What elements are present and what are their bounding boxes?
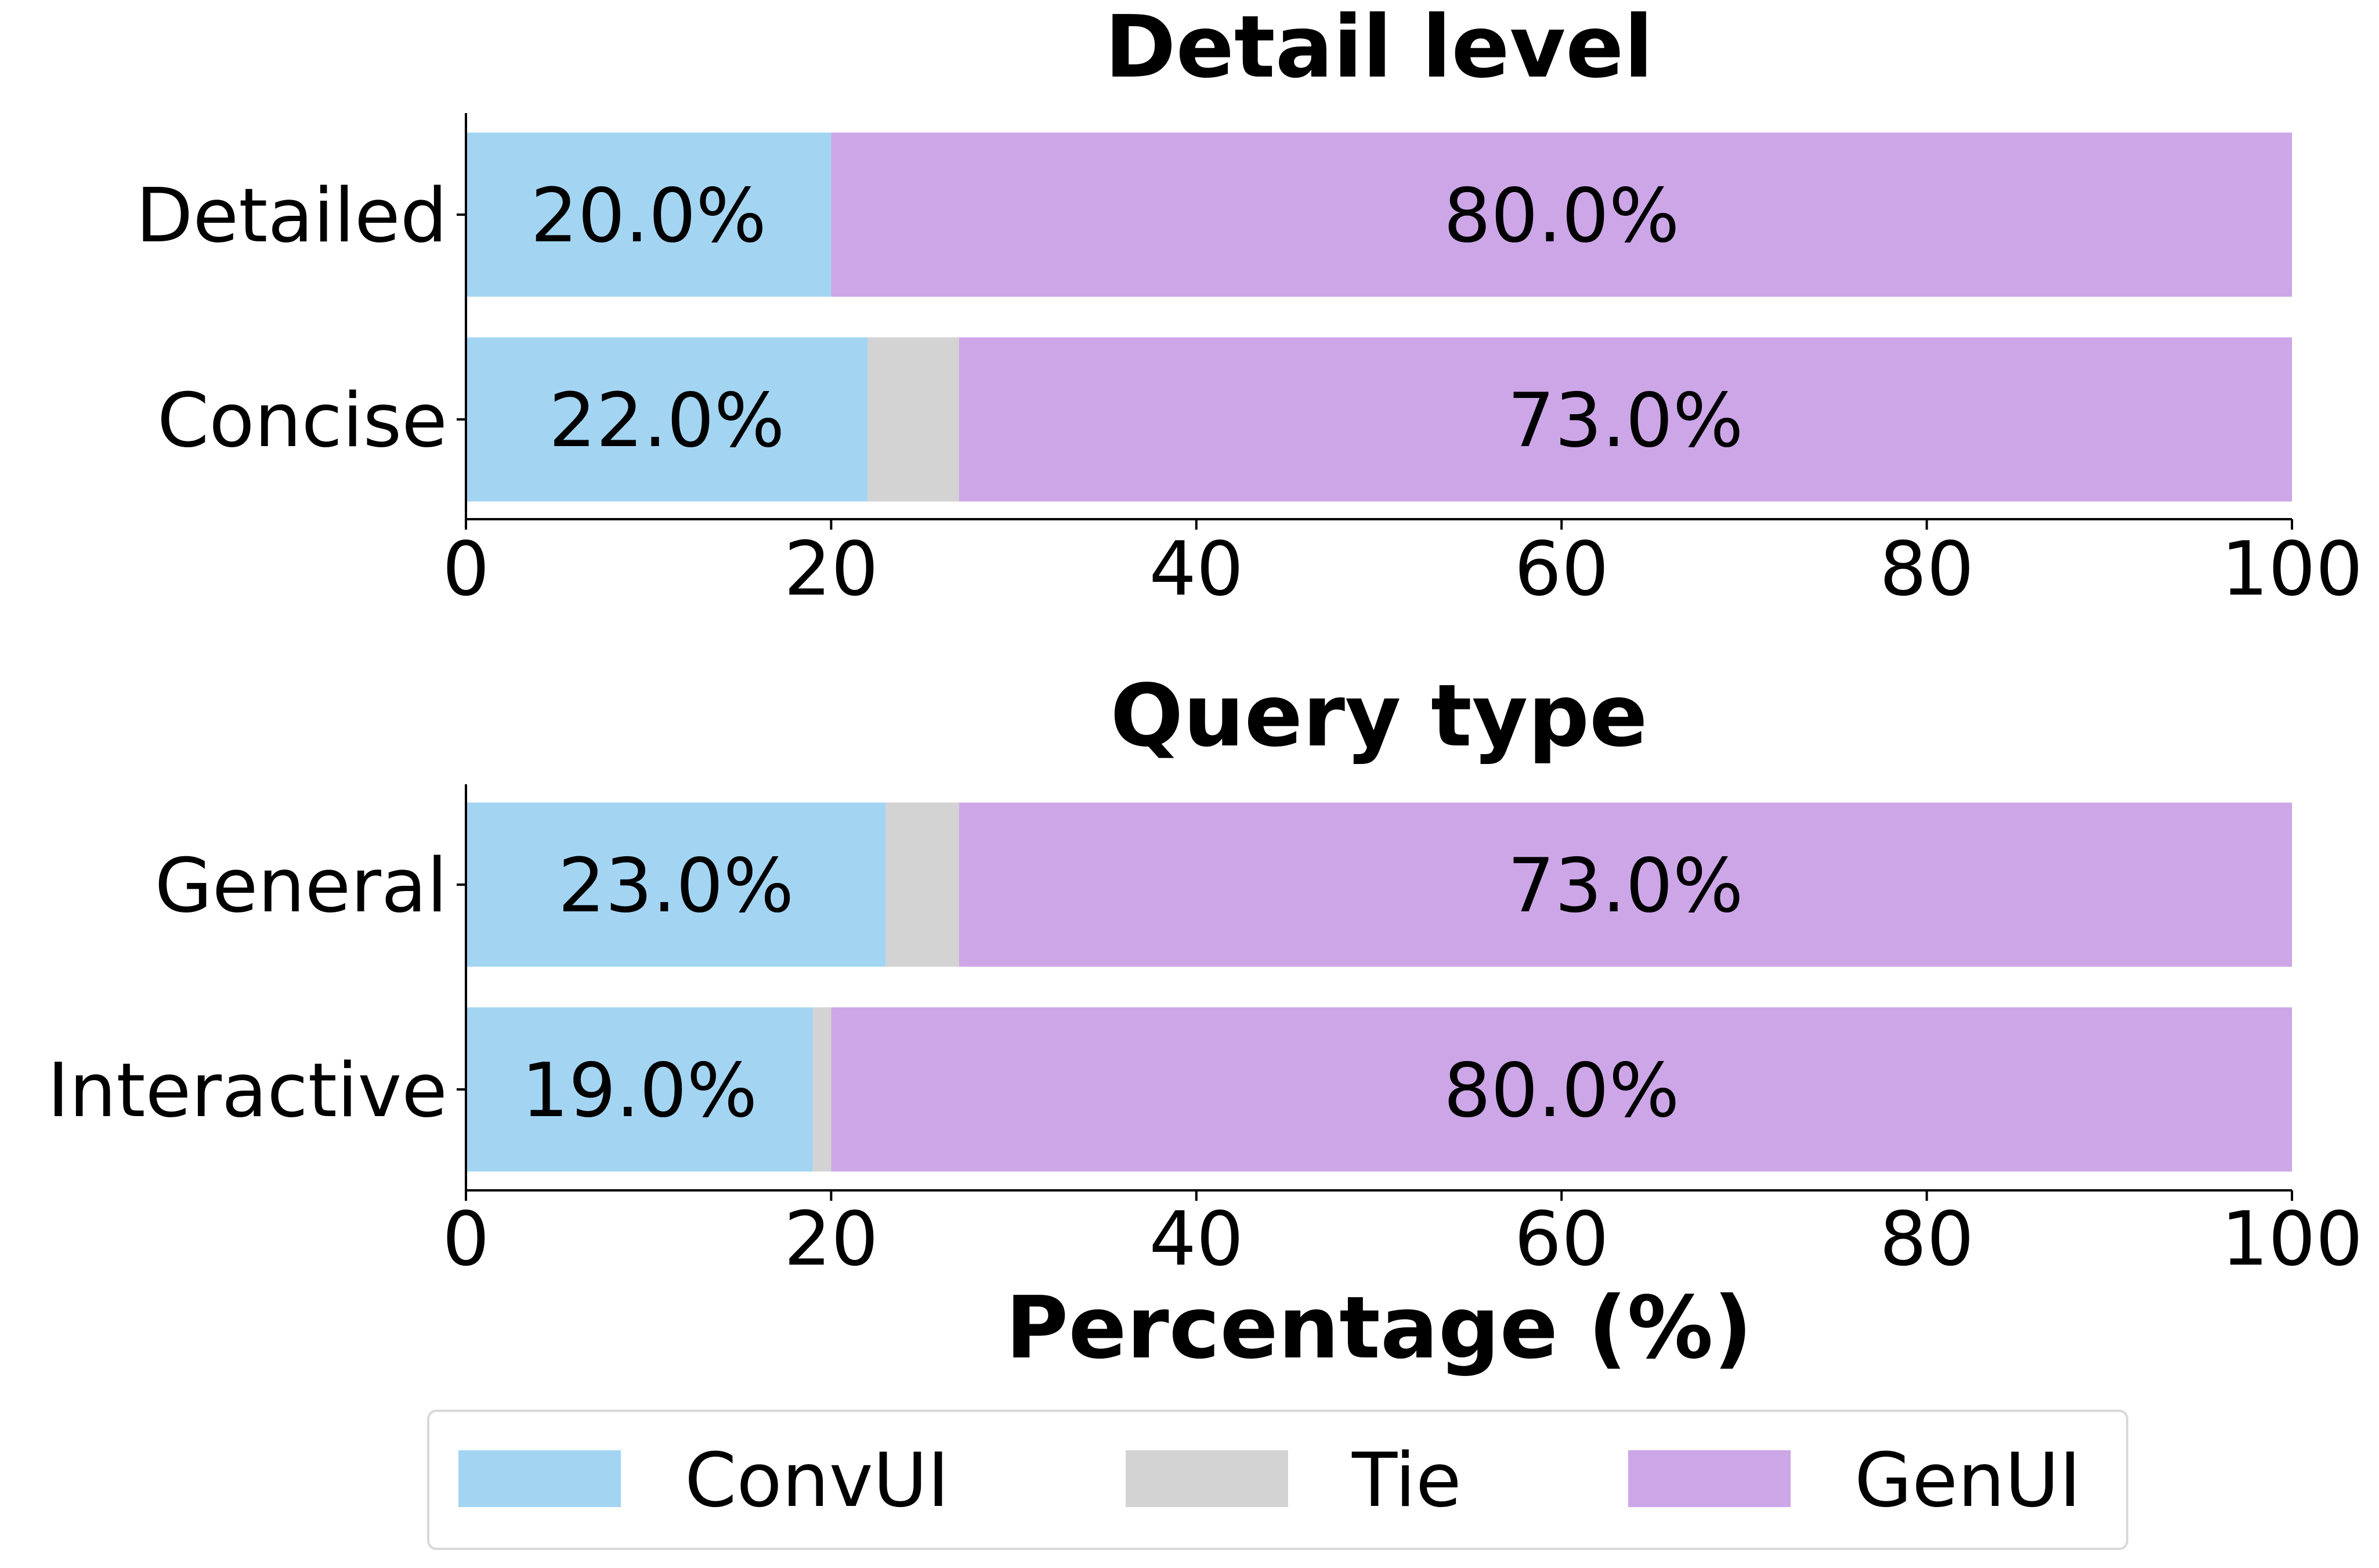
data-label: 80.0% — [1444, 173, 1680, 259]
bar-genui-detailed — [831, 132, 2293, 297]
legend-swatch-convui — [458, 1450, 621, 1507]
chart-title: Query type — [1110, 666, 1647, 766]
x-axis-label: Percentage (%) — [1006, 1278, 1752, 1378]
bar-tie-general — [885, 802, 959, 967]
bar-tie-concise — [867, 337, 959, 502]
x-tick-label: 40 — [1149, 526, 1243, 613]
data-label: 23.0% — [558, 843, 794, 929]
legend-swatch-genui — [1628, 1450, 1791, 1507]
chart-panel-1: Query type 23.0% 73.0% General 19.0% 80.0% Int… — [48, 666, 2363, 1378]
chart-title: Detail level — [1105, 0, 1654, 97]
y-tick-label: General — [155, 843, 447, 929]
data-label: 19.0% — [522, 1048, 758, 1134]
data-label: 20.0% — [530, 173, 767, 259]
data-label: 73.0% — [1507, 843, 1744, 929]
chart-panel-0: Detail level 20.0% 80.0% Detailed 22.0% 73.0%… — [136, 0, 2363, 613]
x-tick-label: 40 — [1149, 1196, 1243, 1283]
bar-convui-detailed — [466, 132, 831, 297]
bar-tie-interactive — [812, 1007, 831, 1172]
legend-item-tie: Tie — [1126, 1437, 1462, 1524]
legend: ConvUI Tie GenUI — [427, 1410, 2128, 1550]
x-tick-label: 60 — [1514, 526, 1609, 613]
x-tick-label: 100 — [2221, 526, 2363, 613]
bar-convui-concise — [466, 337, 868, 502]
x-tick-label: 80 — [1879, 1196, 1974, 1283]
data-label: 73.0% — [1507, 378, 1744, 464]
y-tick-label: Concise — [157, 378, 447, 464]
data-label: 22.0% — [549, 378, 785, 464]
legend-label: ConvUI — [685, 1437, 949, 1524]
bar-genui-interactive — [831, 1007, 2293, 1172]
x-tick-label: 60 — [1514, 1196, 1609, 1283]
legend-swatch-tie — [1126, 1450, 1288, 1507]
x-tick-label: 100 — [2221, 1196, 2363, 1283]
bar-genui-concise — [959, 337, 2292, 502]
legend-label: Tie — [1351, 1437, 1462, 1524]
bar-convui-general — [466, 802, 886, 967]
x-tick-label: 20 — [784, 526, 878, 613]
x-tick-label: 0 — [442, 1196, 489, 1283]
x-tick-label: 80 — [1879, 526, 1974, 613]
legend-item-genui: GenUI — [1628, 1437, 2081, 1524]
y-tick-label: Detailed — [136, 173, 447, 259]
x-tick-label: 0 — [442, 526, 489, 613]
data-label: 80.0% — [1444, 1048, 1680, 1134]
y-tick-label: Interactive — [48, 1048, 448, 1134]
x-tick-label: 20 — [784, 1196, 878, 1283]
legend-label: GenUI — [1854, 1437, 2081, 1524]
legend-item-convui: ConvUI — [458, 1437, 949, 1524]
bar-genui-general — [959, 802, 2292, 967]
bar-convui-interactive — [466, 1007, 813, 1172]
